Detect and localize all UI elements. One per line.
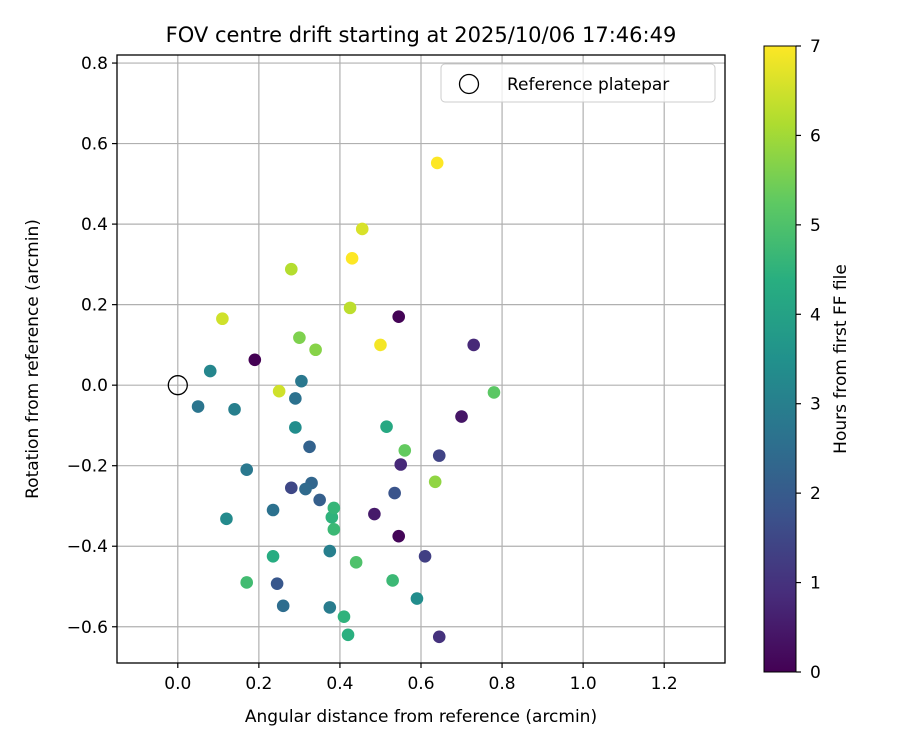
y-tick-label: 0.4 <box>81 215 108 235</box>
y-tick-label: 0.6 <box>81 135 108 155</box>
colorbar-tick-label: 4 <box>810 305 821 325</box>
colorbar-tick-label: 2 <box>810 484 821 504</box>
data-point <box>380 420 393 433</box>
data-point <box>216 312 229 326</box>
y-tick-label: −0.2 <box>67 457 108 477</box>
data-point <box>398 444 412 457</box>
data-point <box>455 410 468 423</box>
y-axis-label: Rotation from reference (arcmin) <box>23 219 43 499</box>
colorbar-tick-label: 5 <box>810 216 821 236</box>
colorbar-tick-label: 3 <box>810 395 821 415</box>
grid <box>117 55 725 663</box>
data-point <box>337 610 351 623</box>
chart-title: FOV centre drift starting at 2025/10/06 … <box>166 23 677 47</box>
data-point <box>228 403 241 416</box>
x-tick-label: 1.2 <box>651 674 678 694</box>
data-point <box>240 463 254 477</box>
data-point <box>368 507 381 521</box>
data-point <box>327 501 341 515</box>
legend-box <box>440 63 716 103</box>
colorbar-ticks: 0 1 2 3 4 5 6 7 <box>796 37 821 683</box>
data-point <box>394 458 408 471</box>
y-tick-label: 0.8 <box>81 54 108 74</box>
legend-entry-reference: Reference platepar <box>507 75 669 95</box>
data-point <box>276 599 290 613</box>
data-point <box>327 523 341 536</box>
y-tick-label: 0.2 <box>81 296 108 316</box>
y-axis-ticks: 0.8 0.6 0.4 0.2 0.0 −0.2 −0.4 −0.6 <box>67 54 117 638</box>
data-point <box>284 481 298 495</box>
data-point <box>313 493 326 507</box>
data-point <box>418 549 432 563</box>
data-point <box>345 252 359 265</box>
data-point <box>248 353 262 367</box>
data-point <box>266 503 280 517</box>
data-point <box>341 628 355 642</box>
data-point <box>284 262 298 276</box>
legend-reference-marker <box>458 73 480 95</box>
x-axis-ticks: 0.0 0.2 0.4 0.6 0.8 1.0 1.2 <box>164 663 678 694</box>
data-point <box>270 577 284 590</box>
data-point <box>432 449 446 462</box>
data-point <box>309 343 322 357</box>
data-point <box>191 400 205 413</box>
data-point <box>299 482 312 496</box>
data-point <box>392 529 406 543</box>
data-point <box>295 374 308 388</box>
x-tick-label: 0.6 <box>407 674 434 694</box>
data-point <box>220 512 233 526</box>
data-point <box>467 338 480 352</box>
data-point <box>386 574 399 587</box>
data-point <box>203 364 217 378</box>
data-points <box>191 156 501 644</box>
reference-platepar-marker <box>167 375 188 396</box>
colorbar-tick-label: 6 <box>810 126 821 146</box>
y-tick-label: −0.4 <box>67 537 108 557</box>
colorbar-tick-label: 1 <box>810 574 821 594</box>
x-tick-label: 0.0 <box>164 674 191 694</box>
colorbar-label: Hours from first FF file <box>831 264 851 454</box>
y-tick-label: −0.6 <box>67 618 108 638</box>
data-point <box>272 384 286 398</box>
data-point <box>388 486 401 500</box>
data-point <box>430 156 444 170</box>
data-point <box>343 301 357 315</box>
data-point <box>392 310 406 324</box>
data-point <box>289 421 302 434</box>
data-point <box>428 475 442 489</box>
data-point <box>432 630 446 644</box>
data-point <box>323 544 337 558</box>
data-point <box>293 331 306 344</box>
y-tick-label: 0.0 <box>81 376 108 396</box>
x-tick-label: 0.8 <box>489 674 516 694</box>
colorbar <box>763 45 797 673</box>
colorbar-tick-label: 0 <box>810 663 821 683</box>
data-point <box>323 601 337 614</box>
data-point <box>289 392 302 405</box>
data-point <box>487 386 501 399</box>
reference-marker <box>167 375 188 396</box>
data-point <box>266 549 280 563</box>
data-point <box>240 576 254 589</box>
data-point <box>355 222 369 236</box>
x-tick-label: 0.2 <box>245 674 272 694</box>
x-axis-label: Angular distance from reference (arcmin) <box>245 707 597 727</box>
legend: Reference platepar <box>440 63 716 103</box>
data-point <box>303 440 316 454</box>
data-point <box>374 338 387 352</box>
x-tick-label: 1.0 <box>570 674 597 694</box>
colorbar-tick-label: 7 <box>810 37 821 57</box>
data-point <box>410 592 424 605</box>
x-tick-label: 0.4 <box>326 674 353 694</box>
data-point <box>349 556 363 569</box>
